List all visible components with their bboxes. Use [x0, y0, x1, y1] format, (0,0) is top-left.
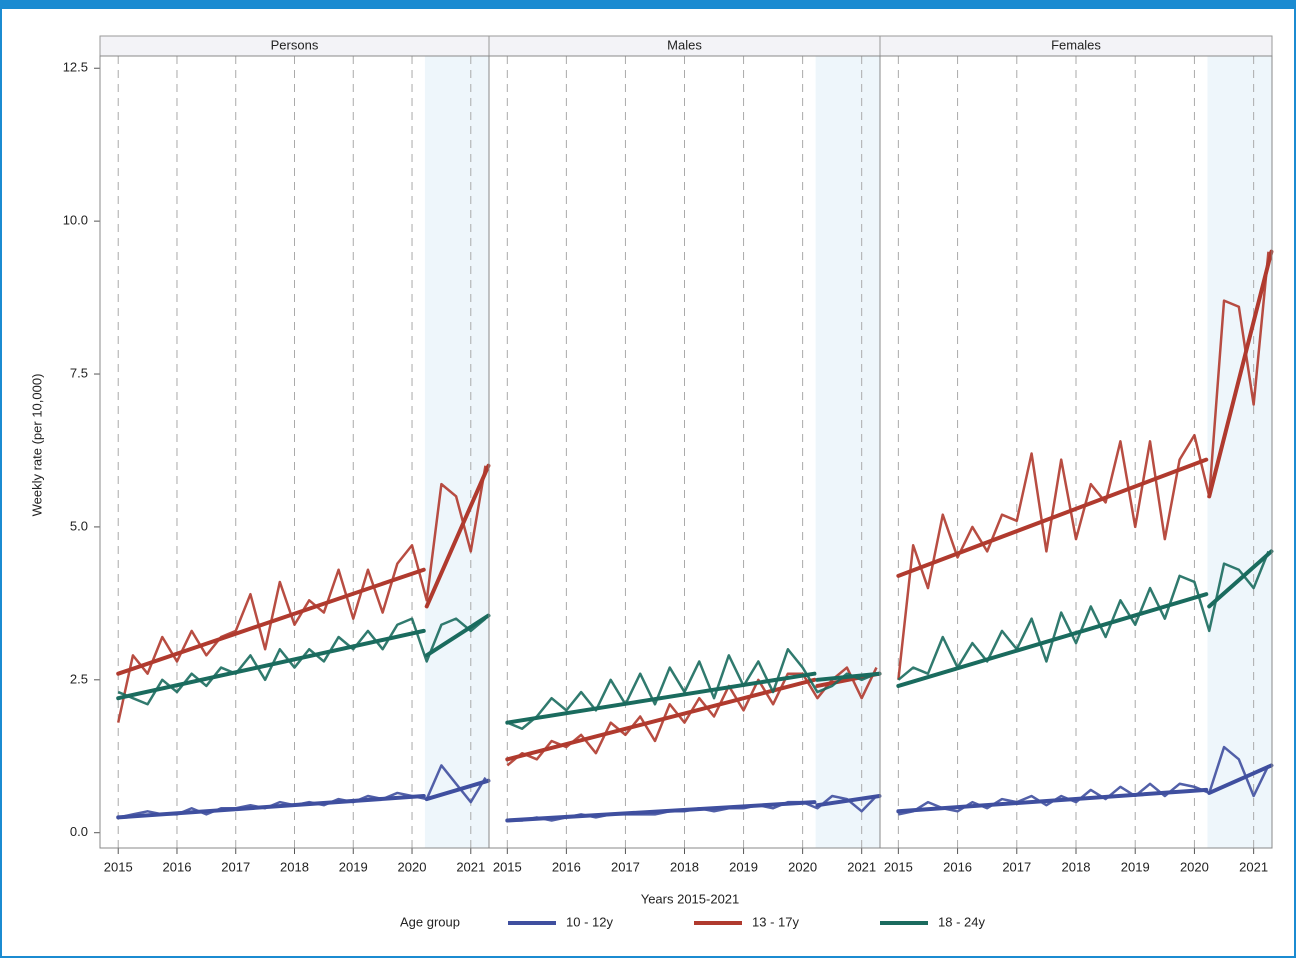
x-tick-label: 2020 — [788, 859, 817, 874]
trend-line — [815, 671, 882, 682]
x-tick-label: 2020 — [1180, 859, 1209, 874]
trend-line — [505, 671, 817, 725]
x-tick-label: 2019 — [1121, 859, 1150, 874]
x-tick-label: 2021 — [456, 859, 485, 874]
x-tick-label: 2015 — [884, 859, 913, 874]
shaded-region — [1207, 56, 1272, 848]
legend-title: Age group — [400, 914, 460, 929]
panel-title: Males — [667, 37, 702, 52]
y-tick-label: 5.0 — [70, 518, 88, 533]
y-tick-label: 12.5 — [63, 60, 88, 75]
y-tick-label: 7.5 — [70, 365, 88, 380]
x-tick-label: 2016 — [163, 859, 192, 874]
y-axis-title: Weekly rate (per 10,000) — [29, 374, 44, 517]
smoothed-line — [897, 550, 1270, 681]
y-tick-label: 0.0 — [70, 824, 88, 839]
panel-title: Persons — [271, 37, 319, 52]
x-tick-label: 2021 — [1239, 859, 1268, 874]
smoothed-line — [506, 647, 877, 730]
x-tick-label: 2016 — [943, 859, 972, 874]
trend-line — [505, 800, 817, 823]
trend-line — [1207, 549, 1274, 609]
trend-line — [896, 457, 1209, 578]
trend-line — [424, 463, 491, 609]
trend-line — [116, 567, 426, 676]
trend-line — [896, 787, 1209, 814]
trend-line — [116, 794, 426, 820]
top-bar — [0, 0, 1296, 9]
trend-line — [1207, 763, 1274, 795]
x-tick-label: 2021 — [847, 859, 876, 874]
legend-label: 18 - 24y — [938, 914, 985, 929]
x-tick-label: 2018 — [670, 859, 699, 874]
x-tick-label: 2017 — [1002, 859, 1031, 874]
x-tick-label: 2015 — [104, 859, 133, 874]
x-axis-title: Years 2015-2021 — [641, 891, 740, 906]
x-tick-label: 2017 — [611, 859, 640, 874]
shaded-region — [424, 56, 489, 848]
trend-line — [424, 778, 491, 802]
x-tick-label: 2015 — [493, 859, 522, 874]
x-tick-label: 2017 — [221, 859, 250, 874]
x-tick-label: 2019 — [339, 859, 368, 874]
x-tick-label: 2019 — [729, 859, 758, 874]
panel-title: Females — [1051, 37, 1101, 52]
panel-frame — [879, 55, 1273, 849]
x-tick-label: 2018 — [280, 859, 309, 874]
trend-line — [815, 794, 882, 808]
trend-line — [896, 592, 1209, 688]
legend-label: 13 - 17y — [752, 914, 799, 929]
x-tick-label: 2016 — [552, 859, 581, 874]
legend-label: 10 - 12y — [566, 914, 613, 929]
trend-line — [1207, 249, 1274, 499]
x-tick-label: 2020 — [398, 859, 427, 874]
trend-line — [116, 628, 426, 701]
shaded-region — [815, 56, 880, 848]
smoothed-line — [898, 745, 1270, 816]
y-tick-label: 10.0 — [63, 213, 88, 228]
trend-line — [424, 613, 491, 658]
x-tick-label: 2018 — [1062, 859, 1091, 874]
y-tick-label: 2.5 — [70, 671, 88, 686]
trend-line — [505, 677, 817, 762]
